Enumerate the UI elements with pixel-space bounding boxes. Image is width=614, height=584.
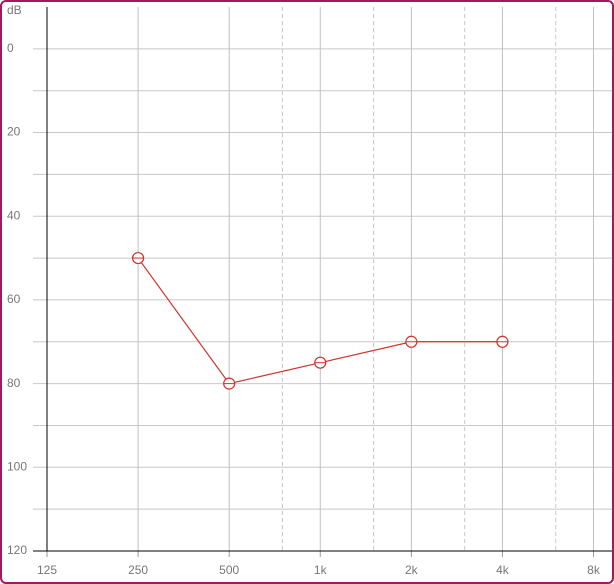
y-tick-label: 40 [7, 208, 21, 222]
x-tick-label: 2k [405, 563, 419, 577]
x-tick-label: 500 [219, 563, 239, 577]
x-tick-label: 4k [496, 563, 510, 577]
x-tick-label: 125 [37, 563, 57, 577]
data-point [223, 377, 236, 390]
y-tick-label: 120 [7, 543, 27, 557]
y-tick-label: 80 [7, 376, 21, 390]
x-tick-label: 8k [587, 563, 601, 577]
y-tick-label: 20 [7, 125, 21, 139]
data-point [496, 335, 509, 348]
x-tick-label: 1k [314, 563, 328, 577]
y-tick-label: 0 [7, 41, 14, 55]
x-tick-label: 250 [128, 563, 148, 577]
y-tick-label: 100 [7, 459, 27, 473]
y-tick-label: 60 [7, 292, 21, 306]
data-point [405, 335, 418, 348]
data-point [131, 251, 145, 265]
data-point [314, 356, 327, 369]
y-axis-label: dB [7, 3, 22, 17]
